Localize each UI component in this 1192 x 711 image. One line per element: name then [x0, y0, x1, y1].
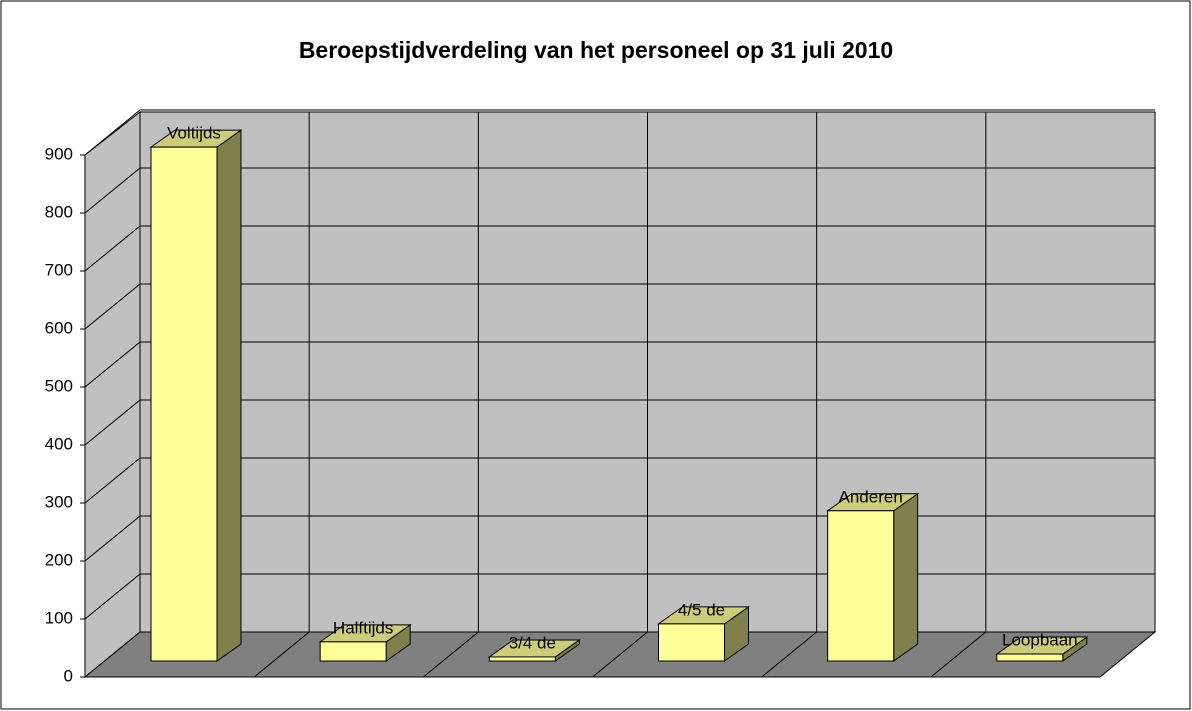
y-tick-label: 400	[45, 434, 73, 453]
category-divider	[930, 631, 987, 678]
grid-line	[84, 457, 141, 504]
y-tick-label: 0	[64, 666, 73, 685]
grid-line	[84, 167, 141, 214]
y-tick-label: 600	[45, 318, 73, 337]
data-label: Anderen	[839, 487, 903, 506]
bar	[488, 656, 556, 662]
category-divider	[592, 631, 648, 678]
data-label: 3/4 de	[509, 633, 556, 652]
category-divider	[761, 631, 817, 678]
y-tick-label: 200	[45, 550, 73, 569]
data-label: Halftijds	[333, 618, 393, 637]
y-tick-label: 900	[45, 144, 73, 163]
grid-line	[84, 399, 141, 446]
bar	[827, 510, 895, 662]
data-label: 4/5 de	[678, 600, 725, 619]
data-label: Voltijds	[167, 124, 221, 143]
grid-line	[84, 109, 141, 156]
bar	[658, 623, 725, 662]
grid-line	[84, 573, 141, 620]
category-divider	[253, 631, 310, 678]
grid-line	[84, 341, 141, 388]
bar-side	[216, 129, 242, 662]
category-divider	[423, 631, 479, 678]
y-tick-label: 800	[45, 202, 73, 221]
chart-title: Beroepstijdverdeling van het personeel o…	[299, 37, 893, 63]
grid-line	[84, 515, 141, 562]
data-label: Loopbaan	[1002, 631, 1078, 650]
side-wall	[84, 110, 141, 679]
bar	[319, 641, 387, 662]
bar	[996, 653, 1064, 662]
y-tick-label: 100	[45, 608, 73, 627]
bar	[150, 146, 218, 662]
grid-line	[84, 283, 141, 330]
y-tick-label: 700	[45, 260, 73, 279]
grid-line	[84, 225, 141, 272]
bar-side	[893, 492, 919, 662]
y-tick-label: 500	[45, 376, 73, 395]
y-tick-label: 300	[45, 492, 73, 511]
